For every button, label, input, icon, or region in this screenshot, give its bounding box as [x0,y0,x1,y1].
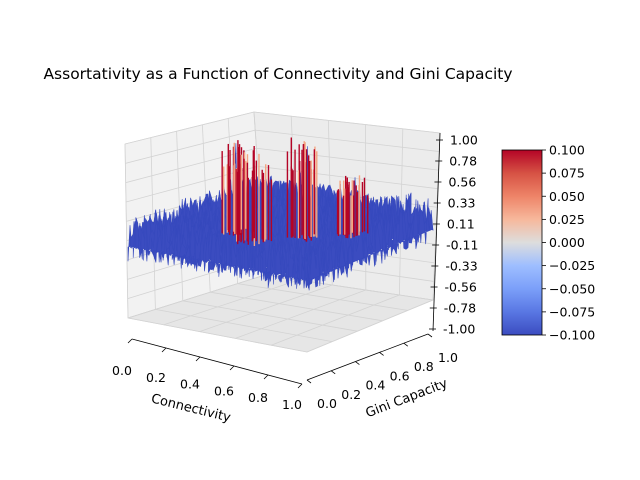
colorbar-tick-label: 0.000 [549,235,585,250]
z-tick-label: -0.78 [444,301,476,316]
colorbar-tick-label: 0.025 [549,212,585,227]
z-tick-label: 0.11 [447,217,475,232]
z-axis: -1.00 -0.78 -0.56 -0.33 -0.11 0.11 0.33 0.56 0.7… [429,133,478,337]
y-tick-label: 0.4 [365,378,385,393]
z-tick-label: -1.00 [443,322,475,337]
y-tick-label: 0.6 [390,368,410,383]
chart-title: Assortativity as a Function of Connectiv… [43,65,512,83]
assortativity-surface [127,137,434,291]
colorbar-gradient [501,149,543,336]
z-tick-label: -0.33 [445,259,477,274]
colorbar-tick-label: −0.100 [549,328,595,343]
x-tick-label: 0.2 [146,370,166,385]
x-tick-label: 1.0 [282,397,302,412]
y-axis: 0.0 0.2 0.4 0.6 0.8 1.0 [306,333,458,411]
y-tick-label: 1.0 [438,350,458,365]
colorbar-tick-label: −0.075 [549,304,595,319]
colorbar-tick-label: 0.100 [549,143,585,158]
z-tick-label: -0.56 [445,280,477,295]
x-tick-label: 0.0 [112,363,132,378]
x-tick-label: 0.8 [248,390,268,405]
y-tick-label: 0.8 [414,359,434,374]
colorbar: 0.100 0.075 0.050 0.025 0.000 −0.025 −0.050 −0.… [501,143,595,343]
colorbar-tick-label: −0.025 [549,258,595,273]
colorbar-tick-label: −0.050 [549,281,595,296]
z-tick-label: 0.33 [448,196,476,211]
y-tick-label: 0.0 [317,396,337,411]
z-tick-label: -0.11 [446,238,478,253]
y-tick-label: 0.2 [341,387,361,402]
z-tick-label: 0.78 [449,154,477,169]
z-tick-label: 0.56 [448,175,476,190]
x-axis: 0.0 0.2 0.4 0.6 0.8 1.0 [112,338,303,412]
colorbar-tick-label: 0.075 [549,166,585,181]
x-tick-label: 0.6 [214,383,234,398]
z-tick-label: 1.00 [450,133,478,148]
surface-strip [306,207,434,289]
colorbar-tick-label: 0.050 [549,189,585,204]
x-tick-label: 0.4 [180,377,200,392]
